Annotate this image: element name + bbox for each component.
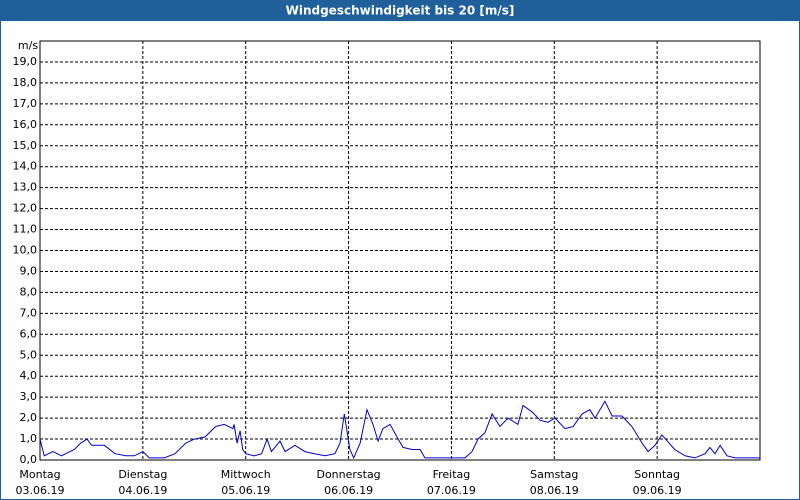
y-tick-label: 12,0: [13, 202, 38, 215]
y-tick-label: 6,0: [20, 327, 38, 340]
y-tick-label: 0,0: [20, 453, 38, 466]
y-tick-label: 13,0: [13, 181, 38, 194]
y-tick-label: 3,0: [20, 390, 38, 403]
y-tick-label: 14,0: [13, 160, 38, 173]
x-tick-label: Samstag: [530, 468, 578, 481]
y-tick-label: 2,0: [20, 411, 38, 424]
x-tick-label: Montag: [19, 468, 60, 481]
y-tick-label: 18,0: [13, 76, 38, 89]
x-tick-date: 07.06.19: [427, 484, 476, 497]
x-tick-date: 03.06.19: [16, 484, 65, 497]
x-tick-date: 08.06.19: [530, 484, 579, 497]
y-tick-label: 17,0: [13, 97, 38, 110]
title-bar: [0, 0, 800, 21]
y-tick-label: 7,0: [20, 306, 38, 319]
x-tick-label: Donnerstag: [316, 468, 380, 481]
x-tick-date: 05.06.19: [221, 484, 270, 497]
y-tick-label: 1,0: [20, 432, 38, 445]
y-tick-label: 15,0: [13, 139, 38, 152]
chart-title: Windgeschwindigkeit bis 20 [m/s]: [286, 4, 515, 18]
x-tick-date: 04.06.19: [118, 484, 167, 497]
wind-line: [39, 400, 760, 460]
y-tick-label: 9,0: [20, 264, 38, 277]
y-tick-label: 11,0: [13, 223, 38, 236]
x-tick-label: Sonntag: [634, 468, 680, 481]
x-tick-date: 06.06.19: [324, 484, 373, 497]
y-tick-label: 16,0: [13, 118, 38, 131]
y-tick-label: 8,0: [20, 285, 38, 298]
y-tick-label: 19,0: [13, 55, 38, 68]
y-tick-label: 4,0: [20, 369, 38, 382]
y-tick-label: 10,0: [13, 244, 38, 257]
y-tick-label: 5,0: [20, 348, 38, 361]
y-axis-label: m/s: [18, 39, 38, 52]
x-tick-label: Freitag: [433, 468, 471, 481]
x-tick-date: 09.06.19: [633, 484, 682, 497]
x-tick-label: Mittwoch: [221, 468, 271, 481]
x-tick-label: Dienstag: [118, 468, 167, 481]
